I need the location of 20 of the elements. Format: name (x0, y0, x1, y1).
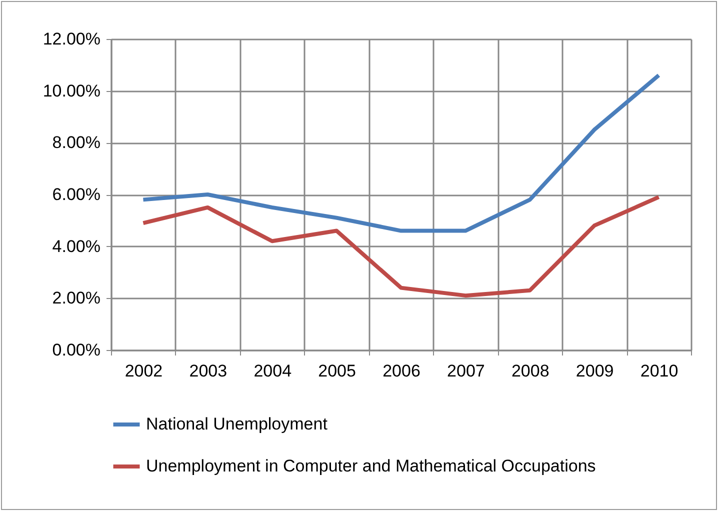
y-tick-label: 8.00% (52, 133, 100, 152)
line-series (141, 73, 661, 233)
legend-label: National Unemployment (146, 414, 328, 434)
line-series (141, 195, 661, 298)
y-tick-label: 2.00% (52, 288, 100, 308)
y-tick-label: 12.00% (42, 30, 100, 48)
x-tick-label: 2010 (640, 362, 678, 380)
x-tick-label: 2008 (511, 362, 550, 380)
x-tick-label: 2004 (254, 362, 292, 380)
x-tick-label: 2006 (382, 362, 420, 380)
x-tick-label: 2005 (318, 362, 356, 380)
y-tick-label: 10.00% (42, 81, 100, 100)
x-tick-label: 2002 (124, 362, 163, 380)
y-tick-label: 4.00% (52, 236, 100, 256)
legend-label: Unemployment in Computer and Mathematical Occupations (146, 456, 596, 476)
x-tick-label: 2009 (576, 362, 614, 380)
x-tick-label: 2003 (189, 362, 228, 380)
x-tick-label: 2007 (447, 362, 485, 380)
y-tick-label: 0.00% (52, 340, 100, 360)
y-tick-label: 6.00% (52, 185, 100, 204)
